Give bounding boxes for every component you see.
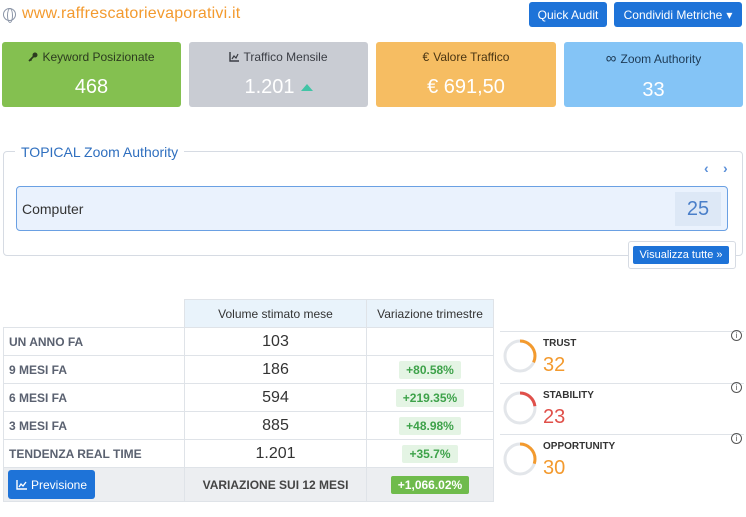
- row-label: TENDENZA REAL TIME: [3, 439, 185, 468]
- row-volume: 186: [184, 355, 367, 384]
- table-header-row: Volume stimato mese Variazione trimestre: [3, 299, 494, 328]
- gauge-stability: STABILITY 23 i: [500, 382, 744, 434]
- metric-card-value: € Valore Traffico € 691,50: [376, 42, 556, 107]
- gauge-value: 32: [543, 354, 566, 376]
- info-icon[interactable]: i: [731, 433, 742, 444]
- row-label: 3 MESI FA: [3, 411, 185, 440]
- table-row: 6 MESI FA 594 +219.35%: [3, 383, 494, 412]
- table-row: TENDENZA REAL TIME 1.201 +35.7%: [3, 439, 494, 468]
- yearly-variation-badge: +1,066.02%: [390, 475, 470, 494]
- table-header-empty: [3, 299, 185, 328]
- euro-icon: €: [422, 50, 430, 64]
- chevron-down-icon: ▾: [726, 7, 733, 22]
- table-row: 9 MESI FA 186 +80.58%: [3, 355, 494, 384]
- row-volume: 885: [184, 411, 367, 440]
- gauge-value: 30: [543, 457, 566, 479]
- gauge-label: OPPORTUNITY: [543, 441, 616, 452]
- metric-card-authority: ∞ Zoom Authority 33: [564, 42, 743, 107]
- share-metrics-button[interactable]: Condividi Metriche ▾: [614, 2, 742, 27]
- gauge-value: 23: [543, 406, 566, 428]
- share-metrics-label: Condividi Metriche: [623, 7, 723, 22]
- row-label: UN ANNO FA: [3, 327, 185, 356]
- metric-value: € 691,50: [427, 76, 505, 98]
- chevron-right-icon[interactable]: ›: [723, 160, 728, 176]
- row-volume: 594: [184, 383, 367, 412]
- topical-panel: [3, 151, 743, 256]
- table-header: Variazione trimestre: [366, 299, 494, 328]
- volume-table: Volume stimato mese Variazione trimestre…: [3, 299, 494, 502]
- table-footer-row: Previsione VARIAZIONE SUI 12 MESI +1,066…: [3, 467, 494, 502]
- row-label: 9 MESI FA: [3, 355, 185, 384]
- opportunity-gauge-ring: [503, 442, 537, 476]
- table-row: 3 MESI FA 885 +48.98%: [3, 411, 494, 440]
- site-url[interactable]: www.raffrescatorievaporativi.it: [22, 5, 241, 22]
- gauge-label: STABILITY: [543, 390, 594, 401]
- chart-icon: [229, 52, 240, 62]
- variation-badge: +80.58%: [399, 360, 461, 379]
- variation-badge: +48.98%: [399, 416, 461, 435]
- forecast-label: Previsione: [31, 477, 88, 492]
- topical-title: TOPICAL Zoom Authority: [15, 144, 185, 160]
- table-row: UN ANNO FA 103: [3, 327, 494, 356]
- variation-badge: +219.35%: [395, 388, 465, 407]
- row-label: 6 MESI FA: [3, 383, 185, 412]
- trend-up-icon: [300, 84, 313, 92]
- infinity-icon: ∞: [605, 50, 617, 67]
- category-score: 25: [675, 192, 721, 226]
- key-icon: [28, 52, 38, 62]
- view-all-button[interactable]: Visualizza tutte »: [633, 246, 729, 264]
- quick-audit-button[interactable]: Quick Audit: [529, 2, 607, 27]
- row-volume: 1.201: [184, 439, 367, 468]
- chevron-left-icon[interactable]: ‹: [704, 160, 709, 176]
- metric-value: 33: [642, 79, 665, 101]
- metric-card-traffic: Traffico Mensile 1.201: [189, 42, 368, 107]
- category-name: Computer: [22, 201, 84, 217]
- double-chevron-right-icon: »: [716, 249, 723, 261]
- view-all-wrapper: Visualizza tutte »: [628, 241, 736, 269]
- metric-card-keywords: Keyword Posizionate 468: [2, 42, 181, 107]
- footer-action-cell: Previsione: [3, 467, 185, 502]
- site-header: www.raffrescatorievaporativi.it: [3, 4, 240, 24]
- footer-label: VARIAZIONE SUI 12 MESI: [184, 467, 367, 502]
- topical-category-row[interactable]: Computer 25: [16, 186, 728, 231]
- table-header: Volume stimato mese: [184, 299, 367, 328]
- globe-icon: [3, 7, 16, 23]
- metric-label: Traffico Mensile: [243, 50, 328, 64]
- metric-value: 468: [74, 76, 109, 98]
- gauge-label: TRUST: [543, 338, 577, 349]
- gauge-trust: TRUST 32 i: [500, 330, 744, 382]
- trust-gauge-ring: [503, 339, 537, 373]
- chart-icon: [16, 479, 27, 490]
- row-variation: [366, 327, 494, 356]
- metric-value: 1.201: [244, 76, 295, 98]
- info-icon[interactable]: i: [731, 382, 742, 393]
- metric-label: Zoom Authority: [620, 51, 702, 66]
- stability-gauge-ring: [503, 391, 537, 425]
- info-icon[interactable]: i: [731, 330, 742, 341]
- variation-badge: +35.7%: [402, 444, 458, 463]
- metric-label: Keyword Posizionate: [42, 50, 155, 64]
- row-volume: 103: [184, 327, 367, 356]
- gauge-opportunity: OPPORTUNITY 30 i: [500, 433, 744, 485]
- forecast-button[interactable]: Previsione: [8, 470, 96, 499]
- metric-label: Valore Traffico: [433, 50, 510, 64]
- view-all-label: Visualizza tutte: [639, 249, 714, 261]
